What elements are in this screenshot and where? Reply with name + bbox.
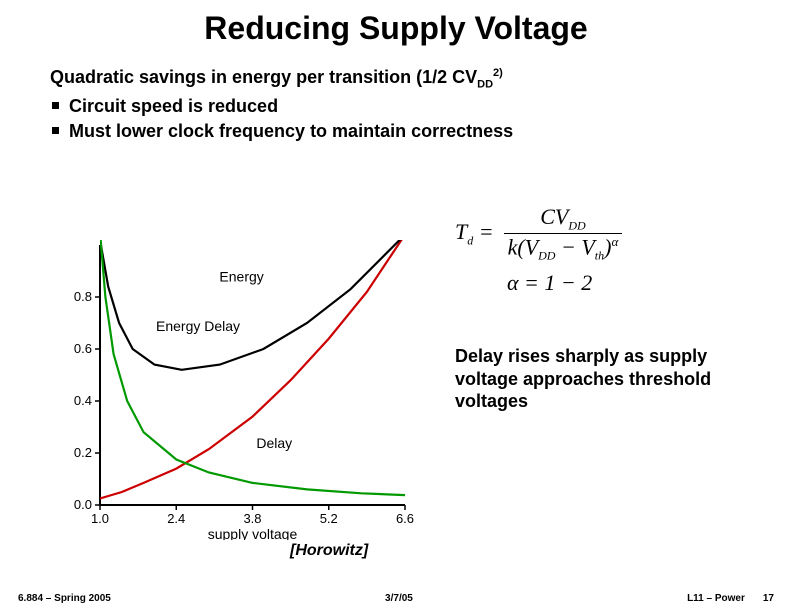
delay-note: Delay rises sharply as supply voltage ap… — [455, 345, 745, 413]
bullet-icon — [52, 102, 59, 109]
intro-sup: 2) — [493, 67, 503, 79]
footer-page: 17 — [763, 593, 774, 604]
bullet-icon — [52, 127, 59, 134]
chart: 0.0 0.2 0.4 0.6 0.8 1.0 2.4 3.8 5.2 6.6 supply vol… — [55, 235, 425, 540]
page-title: Reducing Supply Voltage — [0, 0, 792, 47]
bullet-row: Circuit speed is reduced — [50, 94, 742, 118]
intro-prefix: Quadratic savings in energy per transiti… — [50, 67, 477, 87]
eq-denominator: k(VDD − Vth)α — [504, 234, 623, 264]
footer: 6.884 – Spring 2005 3/7/05 L11 – Power 1… — [0, 593, 792, 604]
footer-course: L11 – Power — [687, 593, 745, 604]
svg-text:supply voltage: supply voltage — [208, 526, 298, 540]
intro-block: Quadratic savings in energy per transiti… — [50, 65, 742, 143]
svg-text:3.8: 3.8 — [243, 511, 261, 526]
svg-text:0.4: 0.4 — [74, 393, 92, 408]
svg-text:5.2: 5.2 — [320, 511, 338, 526]
citation: [Horowitz] — [290, 542, 368, 560]
eq-den-sup: α — [611, 234, 618, 249]
eq-den-mid: − V — [555, 235, 594, 260]
svg-text:Energy Delay: Energy Delay — [156, 318, 240, 334]
bullet-text: Circuit speed is reduced — [69, 94, 278, 118]
eq-den-sub2: th — [595, 249, 604, 263]
equation-row1: Td = CVDD k(VDD − Vth)α — [455, 204, 755, 264]
intro-line: Quadratic savings in energy per transiti… — [50, 65, 742, 92]
eq-num-sub: DD — [568, 218, 585, 232]
svg-text:0.8: 0.8 — [74, 289, 92, 304]
footer-left: 6.884 – Spring 2005 — [18, 593, 111, 604]
eq-lhs-sym: T — [455, 219, 467, 244]
eq-den-k: k(V — [508, 235, 539, 260]
svg-text:Energy: Energy — [219, 268, 263, 284]
intro-sub: DD — [477, 79, 493, 91]
eq-den-sub1: DD — [538, 249, 555, 263]
svg-text:0.0: 0.0 — [74, 497, 92, 512]
eq-num-pre: CV — [540, 204, 568, 229]
footer-right: L11 – Power 17 — [687, 593, 774, 604]
eq-equals: = — [479, 219, 494, 244]
svg-text:0.6: 0.6 — [74, 341, 92, 356]
bullet-row: Must lower clock frequency to maintain c… — [50, 119, 742, 143]
svg-text:1.0: 1.0 — [91, 511, 109, 526]
svg-text:Delay: Delay — [256, 435, 292, 451]
svg-text:0.2: 0.2 — [74, 445, 92, 460]
eq-lhs: Td = — [455, 219, 494, 248]
eq-fraction: CVDD k(VDD − Vth)α — [504, 204, 623, 264]
eq-lhs-sub: d — [467, 234, 473, 248]
bullet-list: Circuit speed is reduced Must lower cloc… — [50, 94, 742, 143]
footer-center: 3/7/05 — [385, 593, 413, 604]
svg-text:2.4: 2.4 — [167, 511, 185, 526]
bullet-text: Must lower clock frequency to maintain c… — [69, 119, 513, 143]
svg-text:6.6: 6.6 — [396, 511, 414, 526]
equation-block: Td = CVDD k(VDD − Vth)α α = 1 − 2 — [455, 204, 755, 296]
eq-numerator: CVDD — [536, 204, 589, 233]
equation-row2: α = 1 − 2 — [455, 270, 755, 296]
